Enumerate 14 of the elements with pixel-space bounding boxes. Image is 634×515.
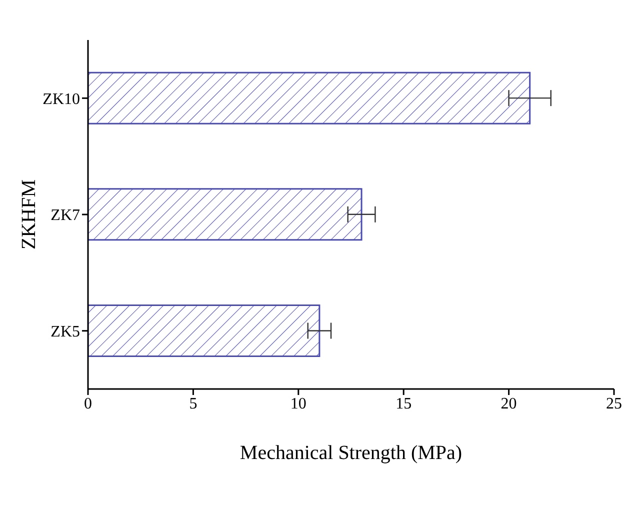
- bar: [88, 188, 362, 241]
- x-tick-label: 20: [500, 395, 517, 412]
- x-tick-label: 10: [290, 395, 306, 412]
- x-tick-label: 15: [396, 395, 412, 412]
- bar: [88, 304, 320, 357]
- x-tick-label: 0: [84, 395, 92, 412]
- x-axis-title: Mechanical Strength (MPa): [240, 442, 462, 464]
- bar: [88, 72, 531, 124]
- y-axis-title: ZKHFM: [18, 179, 40, 250]
- x-tick-label: 5: [189, 395, 198, 412]
- y-tick-label: ZK10: [42, 90, 80, 108]
- y-tick-label: ZK7: [50, 207, 80, 224]
- x-tick-label: 25: [606, 395, 622, 412]
- y-tick-label: ZK5: [50, 324, 80, 341]
